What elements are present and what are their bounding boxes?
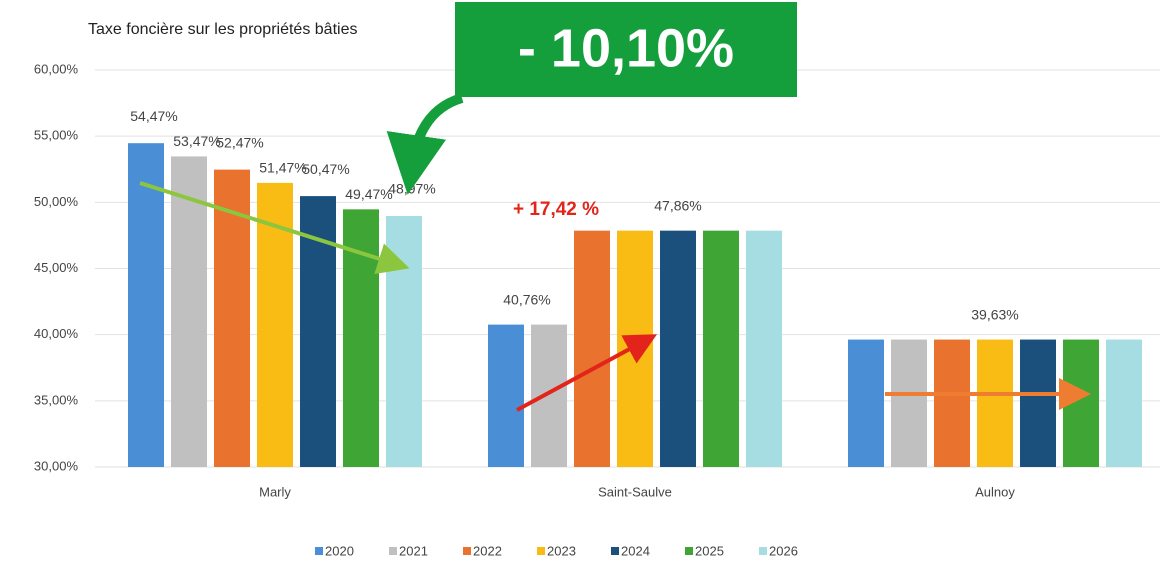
callout-arrow — [386, 93, 464, 195]
y-tick-label: 50,00% — [34, 194, 79, 209]
data-label: 52,47% — [216, 134, 263, 150]
data-label: 40,76% — [503, 291, 550, 307]
increase-annotation: + 17,42 % — [513, 199, 599, 220]
bar — [977, 339, 1013, 467]
y-tick-label: 40,00% — [34, 326, 79, 341]
legend-swatch — [463, 547, 471, 555]
y-tick-label: 45,00% — [34, 260, 79, 275]
bar — [703, 230, 739, 467]
data-label: 53,47% — [173, 133, 220, 149]
bar — [891, 339, 927, 467]
legend-swatch — [611, 547, 619, 555]
data-label: 48,97% — [388, 181, 435, 197]
bar — [934, 339, 970, 467]
x-tick-label: Marly — [259, 484, 291, 499]
x-tick-label: Aulnoy — [975, 484, 1015, 499]
data-label: 47,86% — [654, 197, 701, 213]
bar — [617, 230, 653, 467]
data-label: 49,47% — [345, 186, 392, 202]
y-tick-label: 30,00% — [34, 458, 79, 473]
plot-area: 30,00% 35,00% 40,00% 45,00% 50,00% 55,00% 60,0… — [34, 61, 1160, 558]
legend-swatch — [685, 547, 693, 555]
bar — [386, 215, 422, 467]
data-label: 51,47% — [259, 160, 306, 176]
legend-swatch — [759, 547, 767, 555]
bar — [214, 169, 250, 467]
data-label: 54,47% — [130, 108, 177, 124]
bar — [574, 230, 610, 467]
bar — [128, 143, 164, 467]
callout-text: - 10,10% — [518, 18, 734, 78]
legend-swatch — [389, 547, 397, 555]
bar — [171, 156, 207, 467]
bar — [488, 324, 524, 467]
legend-label: 2025 — [695, 543, 724, 558]
chart-title: Taxe foncière sur les propriétés bâties — [88, 21, 357, 38]
legend-label: 2020 — [325, 543, 354, 558]
legend-label: 2022 — [473, 543, 502, 558]
legend-label: 2026 — [769, 543, 798, 558]
bar — [746, 230, 782, 467]
legend-label: 2024 — [621, 543, 650, 558]
legend-swatch — [315, 547, 323, 555]
bar — [660, 230, 696, 467]
y-tick-label: 55,00% — [34, 128, 79, 143]
trend-arrow — [139, 181, 410, 275]
y-tick-label: 35,00% — [34, 392, 79, 407]
trend-arrow — [516, 334, 658, 412]
data-label: 50,47% — [302, 161, 349, 177]
bar — [848, 339, 884, 467]
bar — [531, 324, 567, 467]
x-tick-label: Saint-Saulve — [598, 484, 672, 499]
legend-swatch — [537, 547, 545, 555]
legend-label: 2023 — [547, 543, 576, 558]
y-tick-label: 60,00% — [34, 61, 79, 76]
callout-box — [455, 2, 797, 97]
legend-label: 2021 — [399, 543, 428, 558]
trend-arrows — [139, 181, 1091, 412]
bar — [1063, 339, 1099, 467]
data-label: 39,63% — [971, 306, 1018, 322]
bar — [1020, 339, 1056, 467]
bar — [1106, 339, 1142, 467]
